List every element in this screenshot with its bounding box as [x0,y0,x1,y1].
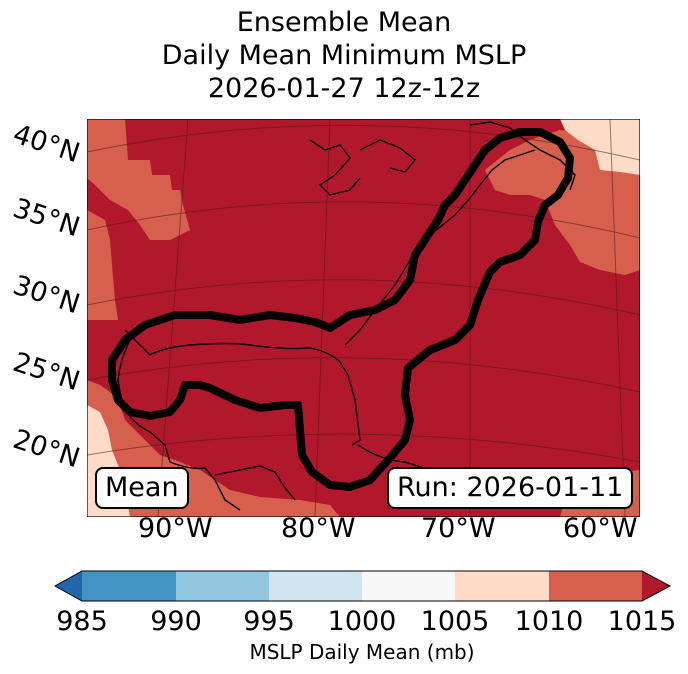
lat-label-35n: 35°N [9,192,84,244]
colorbar-bin-995-1000 [269,571,362,601]
mean-label-box: Mean [95,467,189,509]
lon-label-60w: 60°W [563,513,638,544]
colorbar-bin-985-990 [82,571,176,601]
colorbar-tick-1005: 1005 [420,606,490,637]
colorbar-extend-low [55,571,82,601]
pressure-field-1010-west-gap [87,210,118,320]
lon-label-80w: 80°W [281,513,356,544]
colorbar-tick-1010: 1010 [514,606,584,637]
colorbar-bin-1010-1015 [549,571,642,601]
colorbar-bin-1000-1005 [362,571,455,601]
lat-label-25n: 25°N [9,346,84,398]
run-label-box: Run: 2026-01-11 [387,467,634,509]
pressure-contour [108,128,574,491]
lat-label-40n: 40°N [9,118,84,170]
colorbar-extend-high [642,571,670,601]
pressure-field-1005-northeast [560,119,640,175]
pressure-field-1010-west [87,119,190,240]
colorbar-tick-990: 990 [150,606,202,637]
lat-label-20n: 20°N [9,423,84,475]
title-line-2: Daily Mean Minimum MSLP [161,40,527,71]
colorbar-tick-985: 985 [56,606,108,637]
colorbar [54,570,672,602]
colorbar-bin-990-995 [176,571,269,601]
graticule [87,119,640,517]
lon-label-90w: 90°W [138,513,213,544]
colorbar-tick-1015: 1015 [607,606,677,637]
colorbar-tick-995: 995 [243,606,295,637]
title-line-3: 2026-01-27 12z-12z [207,73,481,104]
colorbar-tick-1000: 1000 [327,606,397,637]
title-line-1: Ensemble Mean [236,7,452,38]
lon-label-70w: 70°W [421,513,496,544]
map-panel [87,119,640,517]
lat-label-30n: 30°N [9,269,84,321]
colorbar-label: MSLP Daily Mean (mb) [249,640,475,664]
colorbar-bin-1005-1010 [455,571,549,601]
